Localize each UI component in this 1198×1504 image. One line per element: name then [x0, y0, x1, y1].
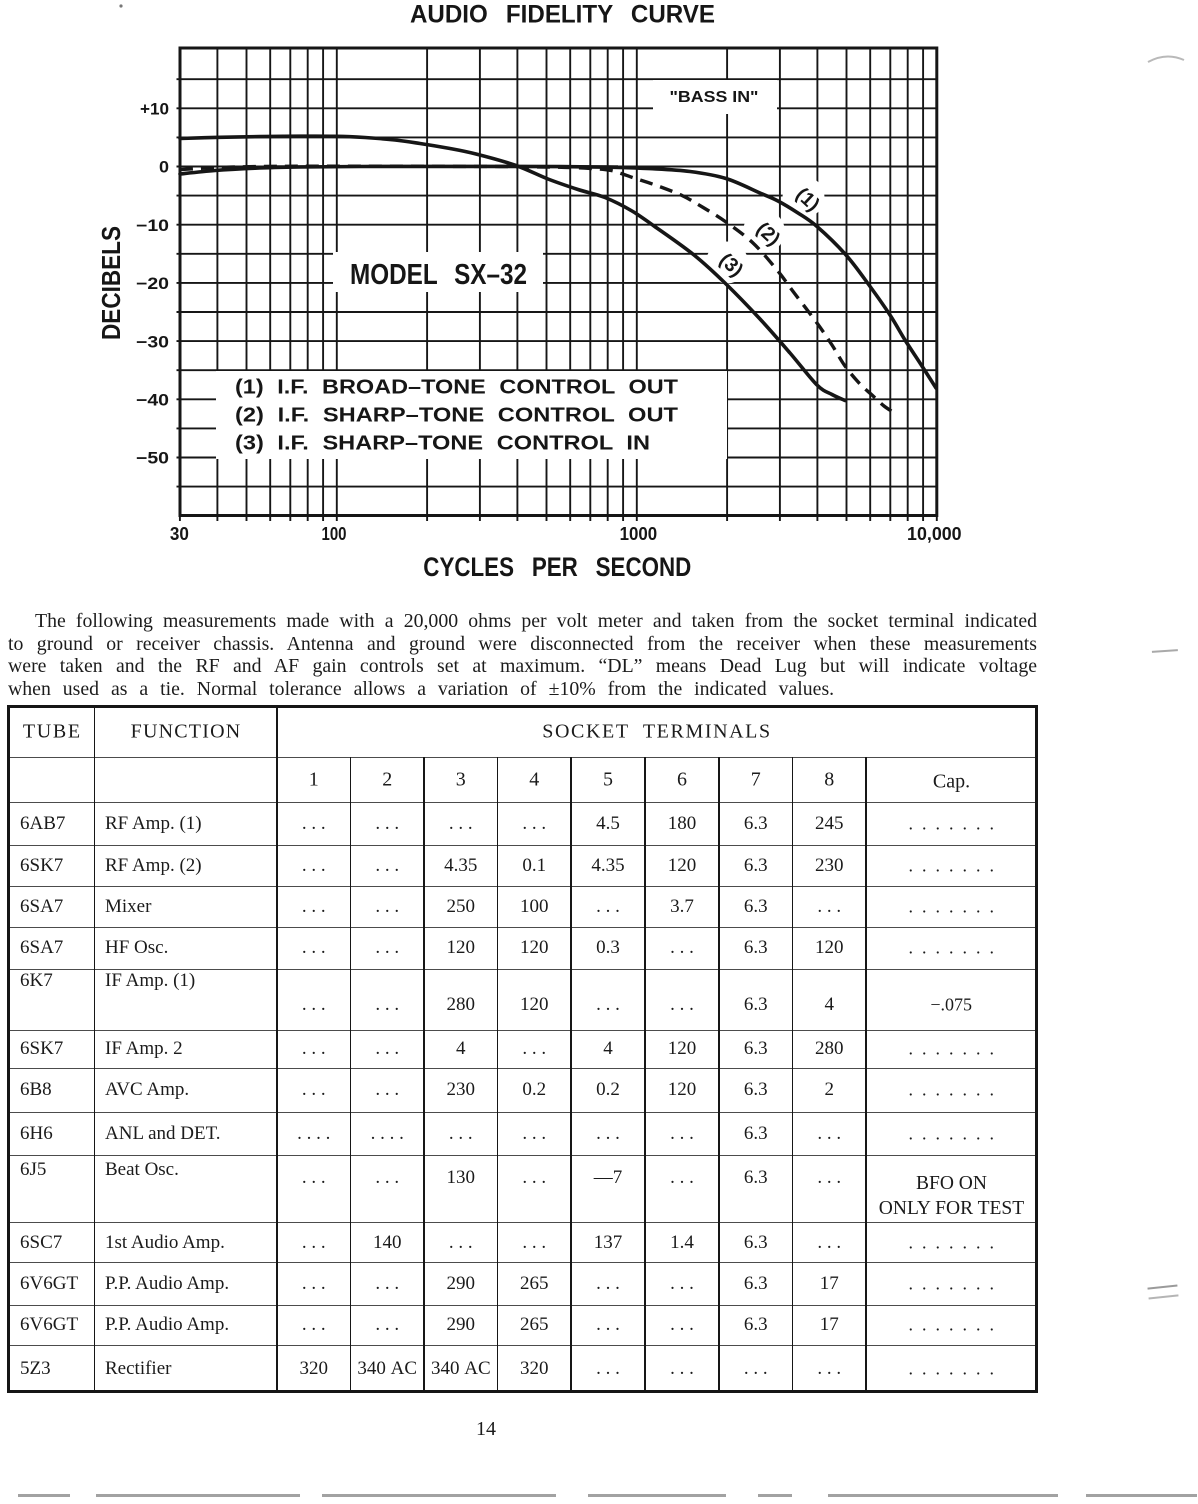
svg-text:−10: −10	[136, 217, 169, 235]
svg-text:CYCLES PER SECOND: CYCLES PER SECOND	[423, 552, 691, 582]
svg-text:"BASS IN": "BASS IN"	[670, 89, 759, 106]
svg-text:(1) I.F. BROAD–TONE CONTROL OU: (1) I.F. BROAD–TONE CONTROL OUT	[235, 377, 678, 399]
svg-text:DECIBELS: DECIBELS	[96, 226, 126, 340]
svg-text:30: 30	[170, 524, 189, 544]
svg-text:−30: −30	[136, 333, 169, 351]
svg-text:(3) I.F. SHARP–TONE CONTROL IN: (3) I.F. SHARP–TONE CONTROL IN	[235, 433, 650, 455]
svg-text:100: 100	[322, 524, 347, 544]
svg-text:(2) I.F. SHARP–TONE CONTROL OU: (2) I.F. SHARP–TONE CONTROL OUT	[235, 405, 678, 427]
svg-text:−20: −20	[136, 275, 169, 293]
svg-text:MODEL SX–32: MODEL SX–32	[350, 259, 527, 291]
svg-text:−40: −40	[136, 392, 169, 410]
svg-text:AUDIO FIDELITY CURVE: AUDIO FIDELITY CURVE	[410, 1, 715, 29]
svg-text:10,000: 10,000	[907, 524, 962, 544]
svg-text:+10: +10	[140, 101, 169, 119]
svg-text:−50: −50	[136, 450, 169, 468]
svg-text:1000: 1000	[620, 524, 658, 544]
svg-text:0: 0	[159, 159, 169, 177]
